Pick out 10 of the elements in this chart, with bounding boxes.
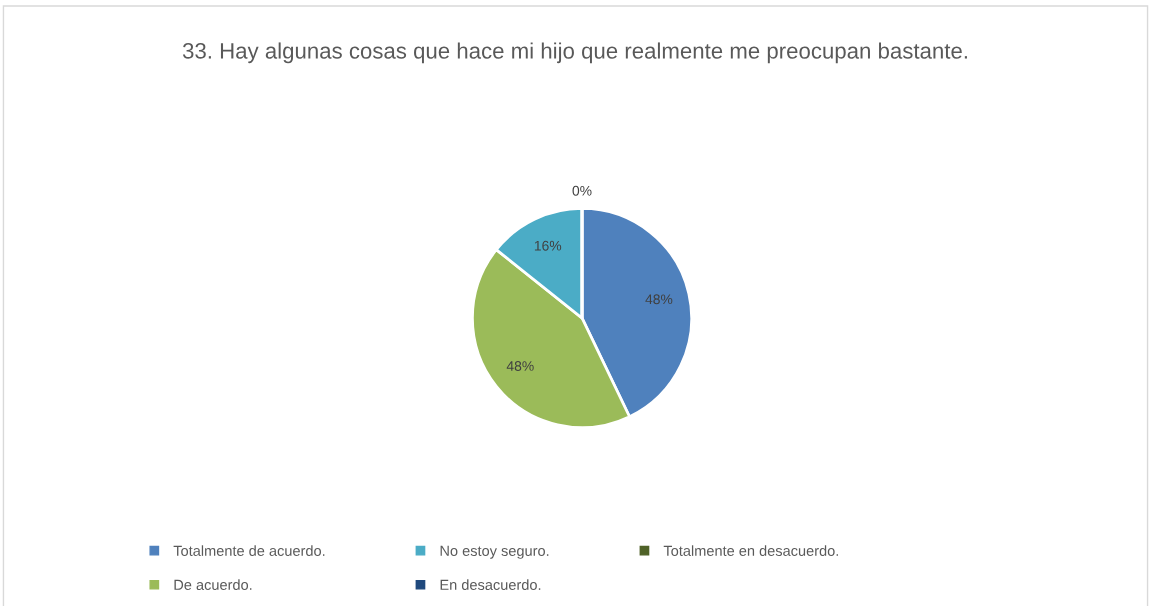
chart-title: 33. Hay algunas cosas que hace mi hijo que realmente me preocupan bastante. — [182, 42, 967, 64]
text: 0% — [572, 185, 592, 196]
legend-label: En desacuerdo. — [440, 579, 541, 590]
legend-label: Totalmente de acuerdo. — [173, 545, 325, 556]
data-label: 16% — [534, 240, 562, 251]
legend-label: Totalmente en desacuerdo. — [663, 545, 838, 556]
data-label: 48% — [506, 361, 534, 371]
data-label: 48% — [645, 294, 673, 305]
legend-label: De acuerdo. — [174, 579, 252, 590]
legend-label: No estoy seguro. — [440, 545, 549, 559]
